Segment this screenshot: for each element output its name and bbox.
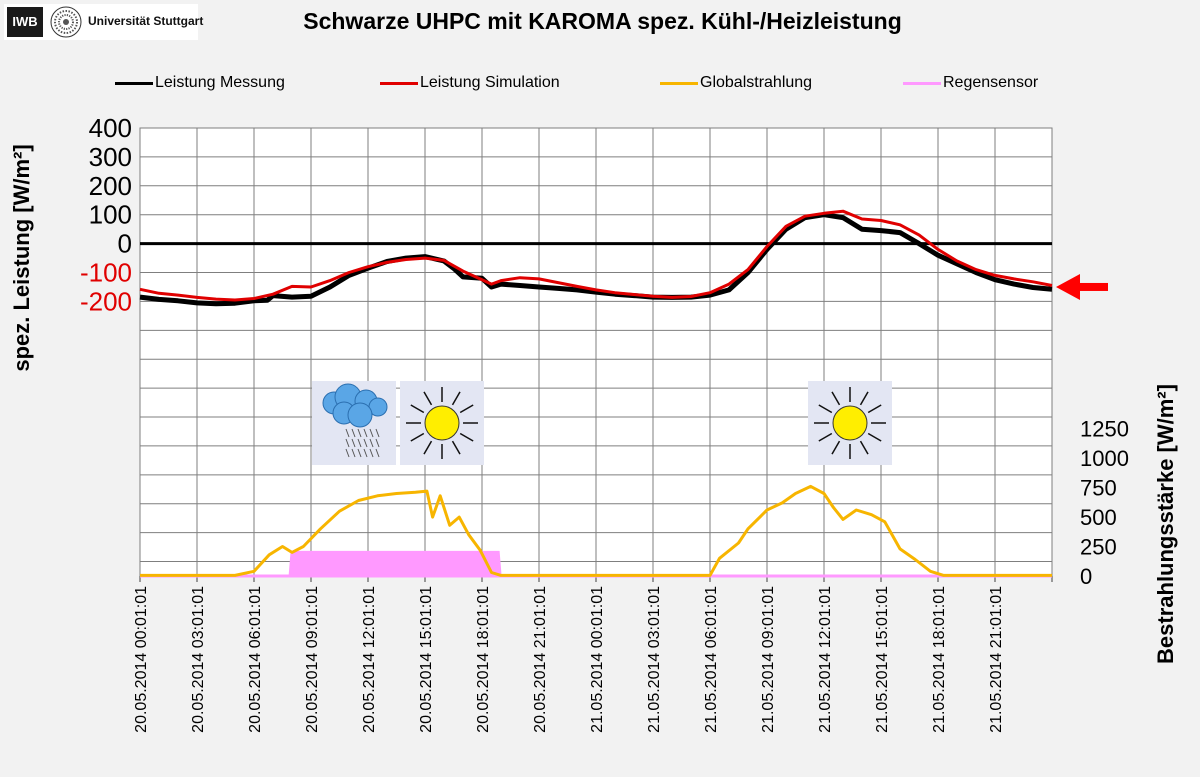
legend-label-radiation: Globalstrahlung — [700, 74, 813, 91]
x-tick-label: 21.05.2014 18:01:01 — [931, 586, 948, 733]
sun-ray — [859, 391, 869, 406]
sun-ray — [451, 391, 461, 406]
sun-ray — [410, 432, 425, 442]
y-tick-label-right: 1000 — [1080, 446, 1129, 471]
legend-swatch-simulation — [380, 82, 418, 85]
rain-drop — [351, 428, 356, 438]
x-tick-label: 21.05.2014 03:01:01 — [646, 586, 663, 733]
sun-disc — [832, 405, 868, 441]
rain-drop — [357, 428, 362, 438]
rain-drop — [357, 448, 362, 458]
y-tick-label-left: -200 — [80, 286, 132, 316]
grid-lines — [139, 127, 1053, 582]
x-tick-label: 20.05.2014 15:01:01 — [418, 586, 435, 733]
y-tick-label-right: 0 — [1080, 564, 1092, 589]
y-tick-label-left: -100 — [80, 258, 132, 288]
y-tick-label-right: 500 — [1080, 505, 1117, 530]
chart-title: Schwarze UHPC mit KAROMA spez. Kühl-/Hei… — [303, 8, 902, 34]
y-tick-label-left: 100 — [89, 200, 132, 230]
y-tick-label-right: 250 — [1080, 535, 1117, 560]
logo-bar: IWB Universität Stuttgart — [4, 4, 203, 40]
sun-icon — [400, 381, 484, 465]
sun-disc — [424, 405, 460, 441]
sun-ray — [459, 404, 474, 414]
legend-label-measurement: Leistung Messung — [155, 74, 285, 91]
x-tick-label: 20.05.2014 18:01:01 — [475, 586, 492, 733]
x-tick-label: 21.05.2014 06:01:01 — [703, 586, 720, 733]
sun-icon — [808, 381, 892, 465]
sun-ray — [867, 404, 882, 414]
chart-legend: Leistung Messung Leistung Simulation Glo… — [0, 72, 1200, 94]
legend-label-simulation: Leistung Simulation — [420, 74, 560, 91]
sun-ray — [831, 440, 841, 455]
x-tick-label: 21.05.2014 00:01:01 — [589, 586, 606, 733]
university-name: Universität Stuttgart — [88, 14, 204, 28]
rain-drop — [375, 428, 380, 438]
sun-ray — [410, 404, 425, 414]
x-tick-label: 20.05.2014 00:01:01 — [133, 586, 150, 733]
rain-drop — [351, 448, 356, 458]
arrow-shaft — [1078, 282, 1108, 291]
rain-drop — [345, 438, 350, 448]
y-tick-label-left: 400 — [89, 113, 132, 143]
y-tick-label-right: 750 — [1080, 476, 1117, 501]
y-tick-label-left: 200 — [89, 171, 132, 201]
rain-drop — [351, 438, 356, 448]
series-rain-sensor — [140, 550, 1052, 578]
y-tick-label-left: 300 — [89, 142, 132, 172]
rain-drop — [363, 448, 368, 458]
rain-drop — [345, 448, 350, 458]
sun-ray — [818, 404, 833, 414]
rain-drop — [357, 438, 362, 448]
sun-ray — [831, 391, 841, 406]
y-axis-left-label: spez. Leistung [W/m²] — [9, 144, 34, 372]
x-tick-label: 21.05.2014 09:01:01 — [760, 586, 777, 733]
series-measurement — [139, 212, 1053, 307]
sun-ray — [459, 432, 474, 442]
rain-drop — [345, 428, 350, 438]
legend-swatch-measurement — [115, 82, 153, 85]
rain-drop — [375, 438, 380, 448]
sun-ray — [451, 440, 461, 455]
x-tick-label: 20.05.2014 03:01:01 — [190, 586, 207, 733]
rain-drop — [369, 438, 374, 448]
y-axis-right-label: Bestrahlungsstärke [W/m²] — [1153, 384, 1178, 664]
x-tick-label: 20.05.2014 06:01:01 — [247, 586, 264, 733]
series-simulation — [139, 209, 1053, 302]
sun-ray — [867, 432, 882, 442]
rain-drop — [363, 438, 368, 448]
rain-drop — [375, 448, 380, 458]
sun-ray — [423, 391, 433, 406]
x-tick-label: 20.05.2014 12:01:01 — [361, 586, 378, 733]
sun-ray — [423, 440, 433, 455]
rain-drop — [369, 448, 374, 458]
x-tick-label: 21.05.2014 21:01:01 — [988, 586, 1005, 733]
sun-ray — [859, 440, 869, 455]
legend-swatch-radiation — [660, 82, 698, 85]
legend-swatch-rain — [903, 82, 941, 85]
arrow-icon — [1056, 273, 1108, 300]
university-seal-icon — [50, 6, 82, 38]
cloud-rain-icon — [312, 381, 396, 465]
iwb-logo: IWB — [7, 7, 43, 37]
sun-ray — [818, 432, 833, 442]
rain-drop — [363, 428, 368, 438]
y-tick-label-right: 1250 — [1080, 417, 1129, 442]
x-tick-label: 21.05.2014 15:01:01 — [874, 586, 891, 733]
rain-drop — [369, 428, 374, 438]
y-tick-label-left: 0 — [118, 229, 132, 259]
arrow-head — [1056, 273, 1080, 300]
legend-label-rain: Regensensor — [943, 74, 1039, 91]
x-tick-label: 20.05.2014 09:01:01 — [304, 586, 321, 733]
x-tick-label: 21.05.2014 12:01:01 — [817, 586, 834, 733]
series-global-radiation — [140, 484, 1052, 577]
cloud-puff — [347, 402, 373, 428]
x-tick-label: 20.05.2014 21:01:01 — [532, 586, 549, 733]
